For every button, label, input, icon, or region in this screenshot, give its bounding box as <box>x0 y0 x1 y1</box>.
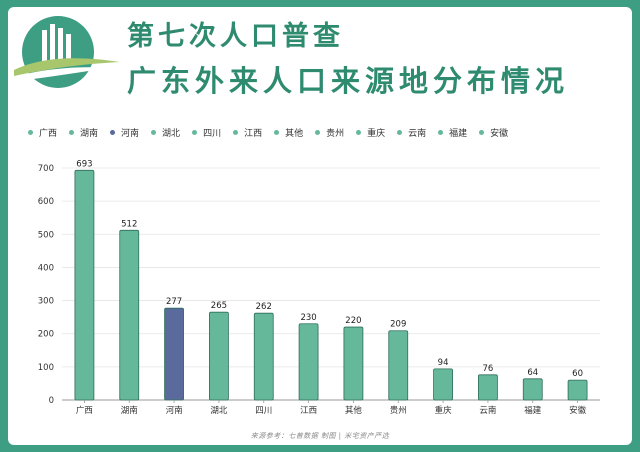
legend-item: 云南 <box>397 126 426 139</box>
legend-label: 江西 <box>244 128 263 139</box>
bar-value-label: 64 <box>527 368 538 378</box>
bar <box>433 368 453 401</box>
source-note: 来源参考：七普数据 制图 | 米宅资产严选 <box>250 432 390 440</box>
legend-label: 湖南 <box>80 128 99 139</box>
bar-value-label: 94 <box>438 358 449 368</box>
legend-item: 广西 <box>28 126 57 139</box>
legend-dot-icon <box>397 129 403 135</box>
legend-item: 四川 <box>192 126 221 139</box>
legend-item: 重庆 <box>356 126 385 139</box>
bar <box>119 229 140 401</box>
bar <box>164 307 184 401</box>
bar-value-label: 220 <box>345 316 361 326</box>
legend-label: 安徽 <box>490 128 509 139</box>
bar <box>209 311 229 401</box>
x-tick-label: 四川 <box>255 406 272 416</box>
legend-dot-icon <box>479 129 485 135</box>
bar <box>253 312 274 401</box>
x-tick-label: 湖北 <box>210 406 228 416</box>
legend-dot-icon <box>233 129 239 135</box>
y-tick-label: 0 <box>49 396 54 406</box>
title-line-2: 广东外来人口来源地分布情况 <box>127 64 570 98</box>
chart-card <box>8 7 632 445</box>
x-tick-label: 江西 <box>300 406 317 416</box>
legend-item: 河南 <box>110 126 139 139</box>
legend-item: 湖北 <box>151 126 180 139</box>
legend-label: 贵州 <box>326 128 345 139</box>
legend-dot-icon <box>356 129 362 135</box>
bar <box>343 326 364 401</box>
x-tick-label: 安徽 <box>569 405 587 416</box>
legend-item: 贵州 <box>315 126 344 139</box>
bar-value-label: 277 <box>166 297 182 307</box>
legend-label: 湖北 <box>162 128 181 139</box>
x-tick-label: 云南 <box>479 405 496 416</box>
bar-value-label: 209 <box>390 320 406 330</box>
y-tick-label: 300 <box>38 297 54 307</box>
x-tick-label: 福建 <box>524 405 542 416</box>
legend-dot-icon <box>192 129 198 135</box>
logo-icon <box>14 16 120 88</box>
y-tick-label: 100 <box>38 363 54 373</box>
legend-dot-icon <box>110 129 116 135</box>
legend-label: 重庆 <box>367 128 386 139</box>
legend-label: 云南 <box>408 128 427 139</box>
legend-label: 河南 <box>121 128 140 139</box>
bar-value-label: 693 <box>76 159 92 169</box>
legend-item: 其他 <box>274 126 303 139</box>
legend-label: 其他 <box>285 128 304 139</box>
bar-value-label: 512 <box>121 219 137 229</box>
legend-dot-icon <box>28 129 33 135</box>
y-tick-label: 500 <box>38 230 54 240</box>
x-tick-label: 贵州 <box>390 405 407 416</box>
legend-dot-icon <box>438 129 444 135</box>
y-tick-label: 200 <box>38 330 54 340</box>
bar-value-label: 262 <box>256 302 272 312</box>
y-tick-label: 700 <box>38 164 54 174</box>
legend-item: 湖南 <box>69 126 98 139</box>
legend-dot-icon <box>274 129 280 135</box>
bar <box>388 330 409 401</box>
chart-legend: 广西 湖南 河南 湖北 四川 江西 其他 贵州 重庆 云南 福建 安徽 <box>28 124 618 140</box>
bar <box>567 379 588 401</box>
x-tick-label: 重庆 <box>435 405 453 416</box>
legend-dot-icon <box>69 129 75 135</box>
x-tick-label: 河南 <box>166 405 183 416</box>
bar <box>74 169 95 401</box>
x-tick-label: 其他 <box>345 405 363 416</box>
bar <box>298 323 319 401</box>
title-line-1: 第七次人口普查 <box>127 21 344 52</box>
bar-value-label: 60 <box>572 369 583 379</box>
legend-item: 江西 <box>233 126 262 139</box>
legend-item: 安徽 <box>479 126 508 139</box>
legend-dot-icon <box>151 129 157 135</box>
legend-item: 福建 <box>438 126 467 139</box>
legend-dot-icon <box>315 129 321 135</box>
x-tick-label: 湖南 <box>121 405 138 416</box>
y-tick-label: 400 <box>38 263 54 273</box>
bar <box>478 374 498 401</box>
bar-value-label: 265 <box>211 301 227 311</box>
legend-label: 四川 <box>203 128 222 139</box>
legend-label: 广西 <box>39 128 58 139</box>
y-tick-label: 600 <box>38 197 54 207</box>
legend-label: 福建 <box>449 128 468 139</box>
bar-value-label: 76 <box>483 364 494 374</box>
x-tick-label: 广西 <box>76 405 93 416</box>
bar <box>522 378 543 401</box>
bar-value-label: 230 <box>300 313 316 323</box>
